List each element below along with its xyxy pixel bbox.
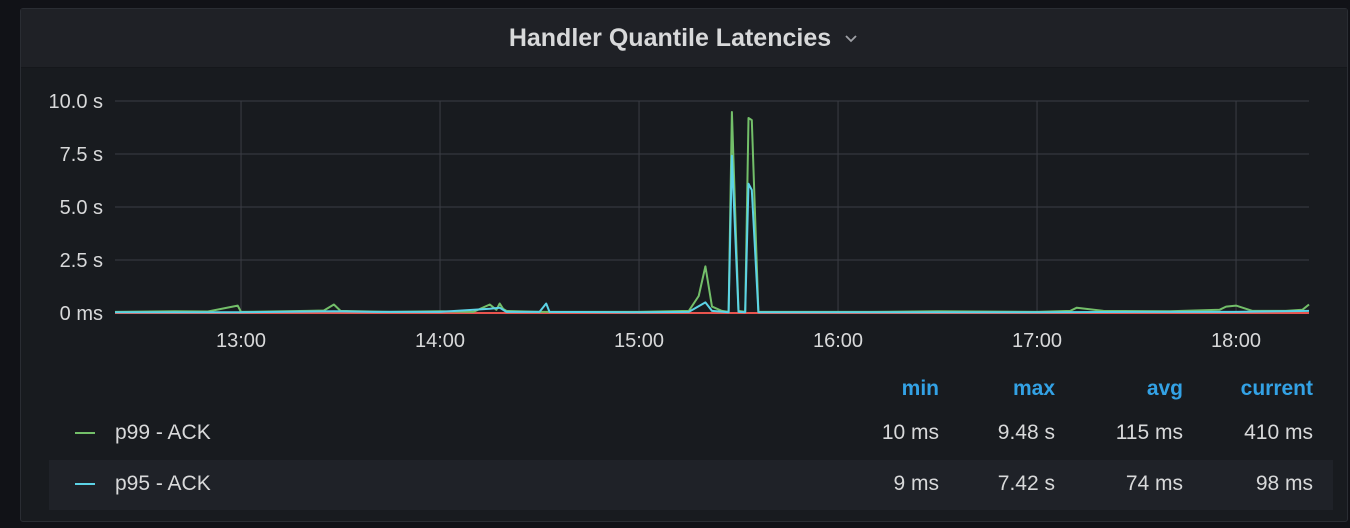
legend-series-name[interactable]: p95 - ACK <box>115 472 211 495</box>
legend-header-max[interactable]: max <box>1012 377 1055 400</box>
series-lines <box>114 111 1310 314</box>
x-tick-label: 17:00 <box>1012 330 1062 352</box>
legend-avg: 115 ms <box>1115 421 1183 444</box>
y-axis-ticks: 0 ms 2.5 s 5.0 s 7.5 s 10.0 s <box>49 91 103 325</box>
y-tick-label: 7.5 s <box>60 144 103 166</box>
x-tick-label: 15:00 <box>614 330 664 352</box>
x-tick-label: 13:00 <box>216 330 266 352</box>
legend-swatch[interactable] <box>75 483 95 485</box>
y-tick-label: 10.0 s <box>49 91 103 113</box>
x-axis-ticks: 13:00 14:00 15:00 16:00 17:00 18:00 <box>216 330 1261 352</box>
legend-header-min[interactable]: min <box>901 377 939 400</box>
y-tick-label: 5.0 s <box>60 197 103 219</box>
legend-header-current[interactable]: current <box>1240 377 1313 400</box>
panel-header[interactable]: Handler Quantile Latencies <box>21 9 1347 68</box>
legend-min: 9 ms <box>893 472 939 495</box>
legend-row-p95[interactable]: p95 - ACK 9 ms 7.42 s 74 ms 98 ms <box>49 460 1333 510</box>
series-line <box>115 154 1310 314</box>
legend-avg: 74 ms <box>1125 472 1183 495</box>
legend-max: 9.48 s <box>997 421 1055 444</box>
legend-row-p99[interactable]: p99 - ACK 10 ms 9.48 s 115 ms 410 ms <box>49 409 1333 459</box>
y-tick-label: 2.5 s <box>60 250 103 272</box>
chevron-down-icon[interactable] <box>843 30 859 46</box>
graph-panel: Handler Quantile Latencies 0 ms 2.5 s 5.0 … <box>20 8 1348 522</box>
legend-swatch[interactable] <box>75 432 95 434</box>
legend-current: 98 ms <box>1255 472 1313 495</box>
legend-current: 410 ms <box>1244 421 1313 444</box>
series-line <box>114 111 1310 313</box>
panel-title[interactable]: Handler Quantile Latencies <box>508 23 832 52</box>
x-tick-label: 16:00 <box>813 330 863 352</box>
x-tick-label: 18:00 <box>1211 330 1261 352</box>
legend-series-name[interactable]: p99 - ACK <box>115 421 211 444</box>
latency-chart[interactable]: 0 ms 2.5 s 5.0 s 7.5 s 10.0 s 13:00 14:00 15:0… <box>21 9 1349 369</box>
legend-header-avg[interactable]: avg <box>1146 377 1183 400</box>
y-tick-label: 0 ms <box>60 303 103 325</box>
legend-min: 10 ms <box>881 421 939 444</box>
legend-max: 7.42 s <box>997 472 1055 495</box>
x-tick-label: 14:00 <box>415 330 465 352</box>
chart-grid <box>115 100 1309 314</box>
